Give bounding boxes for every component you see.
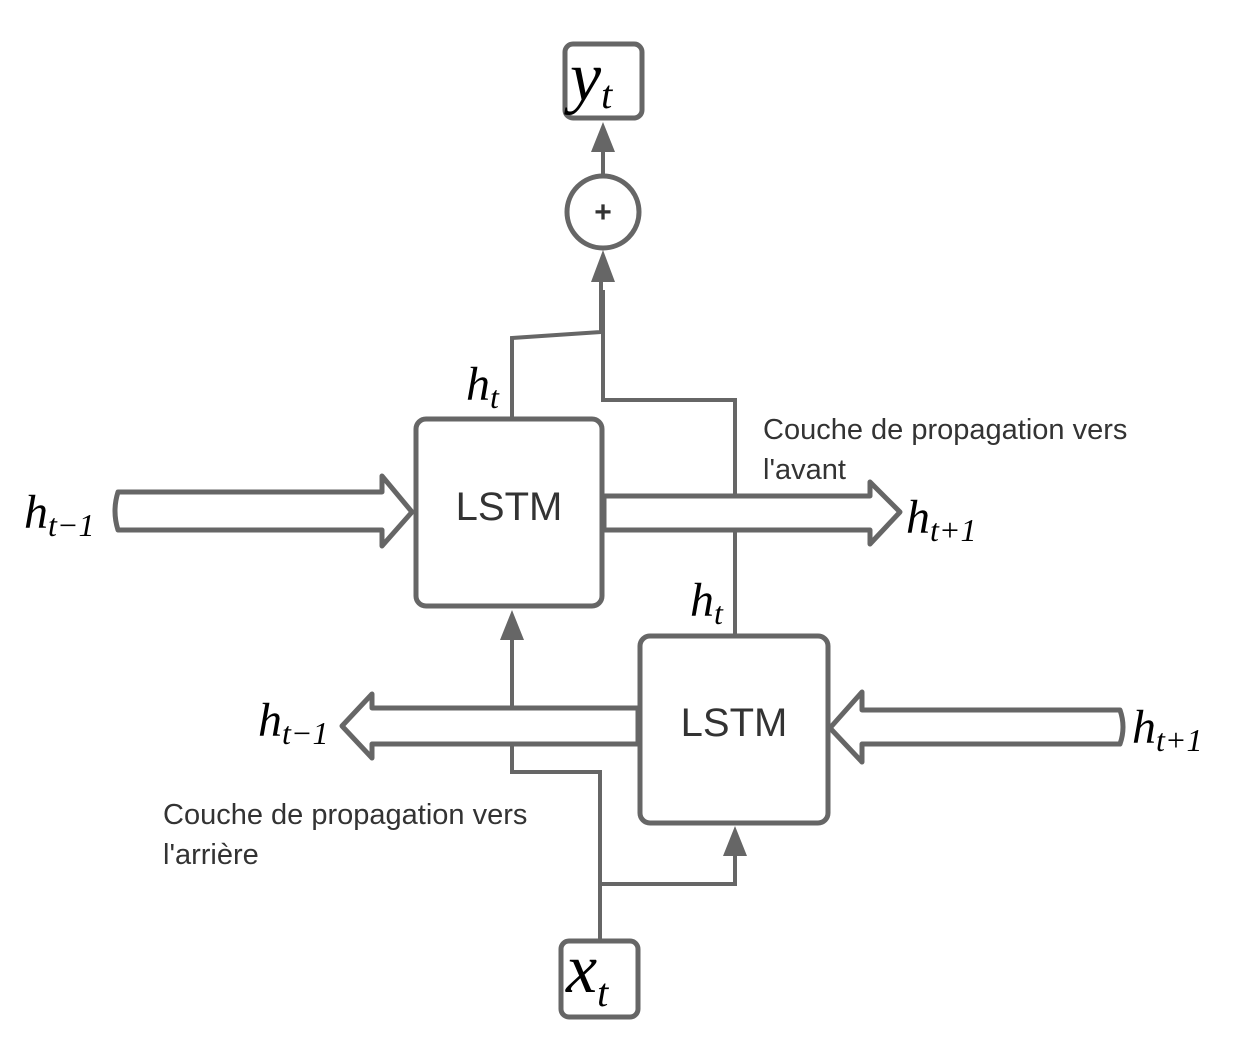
forward-hidden-to-sum-line [510, 278, 603, 417]
forward-output-arrow [601, 479, 903, 547]
forward-input-arrow [112, 473, 415, 549]
backward-lstm-cell [637, 633, 831, 826]
input-to-forward-line [510, 636, 602, 942]
backward-prev-state-label: ht−1 [258, 694, 328, 751]
backward-output-arrow [339, 691, 641, 761]
backward-next-state-label: ht+1 [1132, 701, 1202, 758]
forward-layer-caption-line1: Couche de propagation vers [763, 414, 1127, 446]
backward-input-arrow [827, 689, 1126, 765]
arrowhead-into-output [591, 122, 615, 152]
input-node-label: xt [565, 931, 609, 1015]
arrowhead-into-forward-lstm [500, 610, 524, 640]
output-node [562, 41, 645, 121]
backward-layer-caption-line2: l'arrière [163, 839, 259, 871]
backward-layer-caption-line1: Couche de propagation vers [163, 799, 527, 831]
arrowhead-into-sum [591, 250, 615, 282]
forward-prev-state-label: ht−1 [24, 486, 94, 543]
arrowhead-into-backward-lstm [723, 826, 747, 856]
input-to-backward-line [600, 852, 737, 886]
input-node [558, 938, 641, 1020]
backward-hidden-to-sum-line [601, 290, 737, 634]
forward-hidden-state-label: ht [466, 358, 500, 415]
sum-symbol: + [594, 196, 612, 229]
forward-next-state-label: ht+1 [906, 491, 976, 548]
backward-lstm-label: LSTM [681, 701, 788, 745]
sum-node [564, 173, 642, 251]
forward-lstm-label: LSTM [456, 485, 563, 529]
output-node-label: yt [564, 39, 613, 117]
forward-lstm-cell [413, 416, 605, 609]
backward-hidden-state-label: ht [690, 574, 724, 631]
forward-layer-caption-line2: l'avant [763, 454, 846, 486]
